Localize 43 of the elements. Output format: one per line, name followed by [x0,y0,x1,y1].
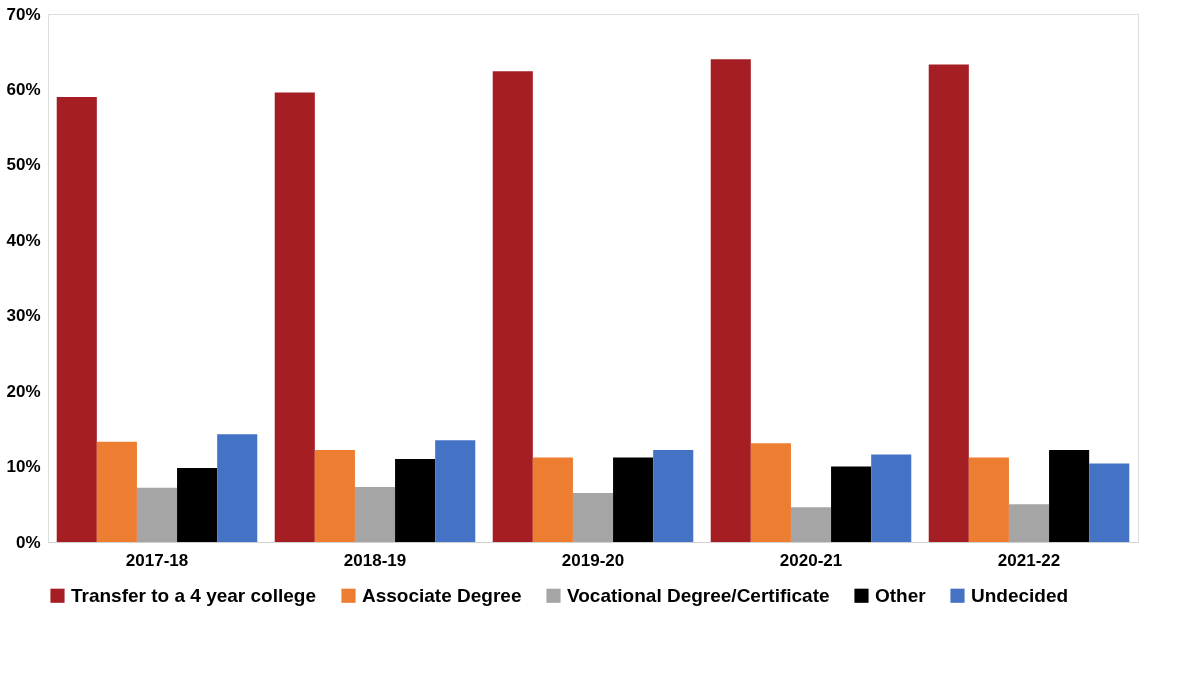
bar [56,96,97,542]
y-tick-label: 70% [6,4,41,24]
legend-label: Transfer to a 4 year college [71,584,317,606]
bar [532,457,573,542]
bar [928,64,969,542]
x-tick-label: 2020-21 [779,550,843,570]
legend-label: Associate Degree [362,584,522,606]
legend-label: Vocational Degree/Certificate [567,584,830,606]
bar [492,71,533,542]
y-tick-label: 40% [6,230,41,250]
y-tick-label: 60% [6,79,41,99]
legend-label: Other [875,584,927,606]
y-tick-label: 0% [15,532,41,552]
x-tick-label: 2017-18 [125,550,189,570]
bar [613,457,654,542]
bar [572,492,614,542]
bar [790,507,832,542]
bar [831,466,872,542]
bar [871,454,912,542]
bar [435,440,476,542]
y-tick-label: 30% [6,306,41,326]
y-tick-label: 10% [6,457,41,477]
bar [1089,463,1130,542]
y-tick-label: 50% [6,155,41,175]
bar [217,434,258,542]
x-tick-label: 2018-19 [343,550,407,570]
bar [136,487,178,542]
bar [96,441,137,542]
bar [1049,449,1090,542]
bar [354,486,396,542]
bar [1008,504,1050,542]
bar [750,443,791,542]
bar [395,459,436,542]
bar [710,59,751,542]
bar [968,457,1009,542]
bar [653,449,694,542]
bar [274,92,315,542]
x-tick-label: 2019-20 [561,550,625,570]
legend-label: Undecided [971,584,1069,606]
bar [314,449,355,542]
y-tick-label: 20% [6,381,41,401]
x-tick-label: 2021-22 [997,550,1061,570]
bar [177,468,218,542]
